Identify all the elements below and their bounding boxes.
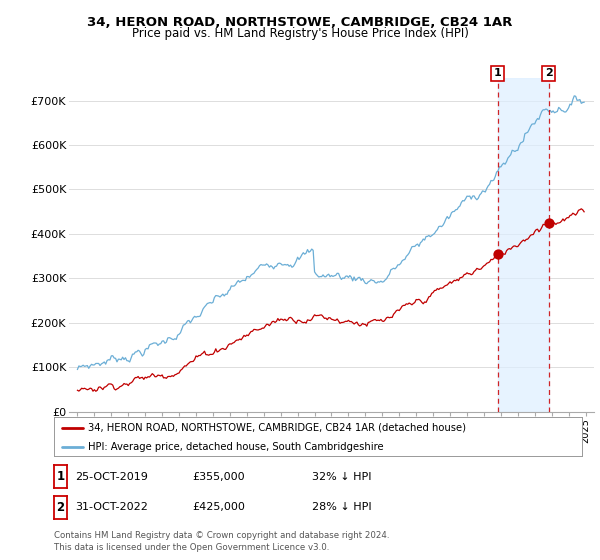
Point <box>544 218 554 227</box>
Text: HPI: Average price, detached house, South Cambridgeshire: HPI: Average price, detached house, Sout… <box>88 442 384 452</box>
Text: Price paid vs. HM Land Registry's House Price Index (HPI): Price paid vs. HM Land Registry's House … <box>131 27 469 40</box>
Text: Contains HM Land Registry data © Crown copyright and database right 2024.
This d: Contains HM Land Registry data © Crown c… <box>54 531 389 552</box>
Bar <box>498 78 549 412</box>
Text: 34, HERON ROAD, NORTHSTOWE, CAMBRIDGE, CB24 1AR (detached house): 34, HERON ROAD, NORTHSTOWE, CAMBRIDGE, C… <box>88 423 466 433</box>
Text: 28% ↓ HPI: 28% ↓ HPI <box>312 502 371 512</box>
Text: 31-OCT-2022: 31-OCT-2022 <box>75 502 148 512</box>
Text: 2: 2 <box>56 501 65 514</box>
Text: £425,000: £425,000 <box>192 502 245 512</box>
Text: 32% ↓ HPI: 32% ↓ HPI <box>312 472 371 482</box>
Text: 1: 1 <box>56 470 65 483</box>
Text: 1: 1 <box>494 68 502 78</box>
Text: 25-OCT-2019: 25-OCT-2019 <box>75 472 148 482</box>
Text: 2: 2 <box>545 68 553 78</box>
Text: £355,000: £355,000 <box>192 472 245 482</box>
Text: 34, HERON ROAD, NORTHSTOWE, CAMBRIDGE, CB24 1AR: 34, HERON ROAD, NORTHSTOWE, CAMBRIDGE, C… <box>88 16 512 29</box>
Point <box>493 249 503 258</box>
